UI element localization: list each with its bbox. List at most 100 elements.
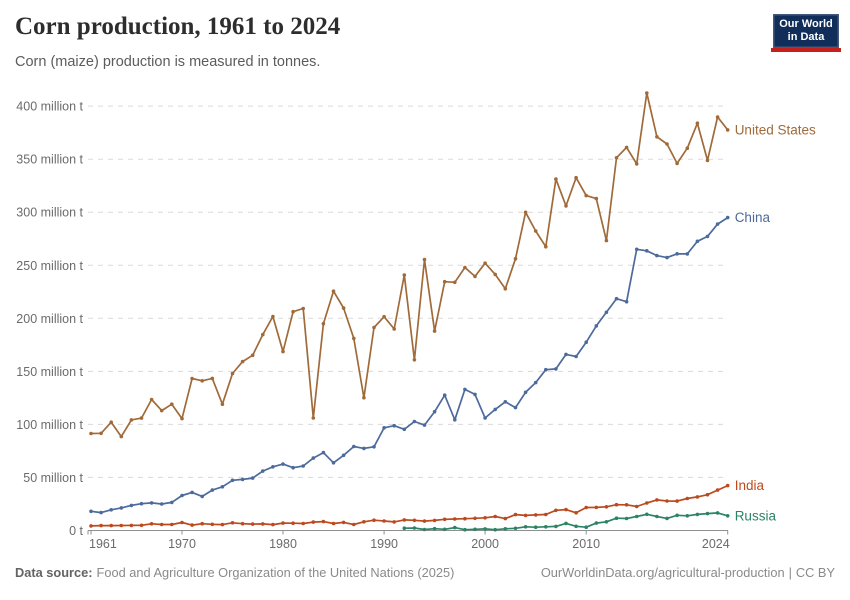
data-point-china xyxy=(89,509,93,514)
data-point-united-states xyxy=(715,115,720,119)
data-point-india xyxy=(392,520,397,524)
data-point-china xyxy=(645,249,649,253)
data-point-china xyxy=(230,478,235,483)
data-point-united-states xyxy=(442,279,447,284)
data-point-india xyxy=(402,518,407,522)
x-tick-label: 1970 xyxy=(168,537,196,551)
series-label-india[interactable]: India xyxy=(735,478,765,493)
data-point-china xyxy=(523,390,528,395)
license-text: CC BY xyxy=(795,565,835,580)
series-russia[interactable] xyxy=(402,511,730,532)
data-point-china xyxy=(725,215,730,220)
data-point-russia xyxy=(402,526,407,530)
data-point-united-states xyxy=(271,314,275,319)
data-point-china xyxy=(715,222,720,226)
data-point-china xyxy=(372,445,376,449)
data-point-india xyxy=(210,522,215,527)
data-point-china xyxy=(301,464,306,468)
series-line-india xyxy=(90,484,729,527)
y-tick-label: 50 million t xyxy=(23,471,83,485)
data-point-india xyxy=(544,512,548,517)
data-point-india xyxy=(240,521,245,526)
x-tick-label: 1980 xyxy=(269,537,297,551)
data-point-india xyxy=(483,516,487,520)
data-point-united-states xyxy=(533,229,538,233)
data-point-india xyxy=(412,518,417,523)
data-point-china xyxy=(594,324,599,328)
data-point-india xyxy=(533,513,538,517)
data-point-russia xyxy=(442,527,447,532)
data-point-united-states xyxy=(392,327,397,331)
data-point-russia xyxy=(705,511,710,516)
data-point-russia xyxy=(634,514,639,519)
data-point-india xyxy=(665,499,669,503)
data-point-united-states xyxy=(544,244,548,249)
data-point-china xyxy=(554,367,558,371)
data-point-united-states xyxy=(645,91,649,95)
data-point-united-states xyxy=(382,314,386,319)
data-point-russia xyxy=(624,516,629,521)
data-point-india xyxy=(109,523,113,528)
data-point-russia xyxy=(473,527,477,532)
data-point-russia xyxy=(533,525,538,529)
data-point-china xyxy=(513,405,518,410)
data-point-india xyxy=(513,512,518,517)
data-point-china xyxy=(109,508,113,512)
data-point-india xyxy=(432,518,437,523)
data-point-united-states xyxy=(301,306,306,311)
data-point-united-states xyxy=(331,289,336,294)
series-line-united-states xyxy=(90,92,729,438)
data-point-united-states xyxy=(311,416,316,420)
data-point-united-states xyxy=(170,402,174,407)
logo-line1: Our World xyxy=(779,18,833,30)
data-point-russia xyxy=(574,524,578,529)
data-point-united-states xyxy=(503,287,508,291)
data-point-united-states xyxy=(594,196,599,201)
credits-separator: | xyxy=(788,565,792,580)
owid-url-link[interactable]: OurWorldinData.org/agricultural-producti… xyxy=(540,565,785,580)
chart-title: Corn production, 1961 to 2024 xyxy=(15,13,341,40)
data-point-united-states xyxy=(220,402,225,407)
data-point-china xyxy=(432,409,437,414)
series-india[interactable] xyxy=(89,483,730,528)
data-point-china xyxy=(170,500,174,505)
series-united-states[interactable] xyxy=(89,91,730,439)
logo-line2: in Data xyxy=(787,30,825,43)
data-point-united-states xyxy=(564,204,568,208)
data-point-india xyxy=(645,501,649,505)
data-point-china xyxy=(665,255,669,260)
data-point-china xyxy=(544,367,548,372)
data-point-russia xyxy=(725,514,730,518)
data-point-china xyxy=(362,446,366,451)
data-point-china xyxy=(159,502,164,506)
owid-logo[interactable]: Our World in Data xyxy=(771,14,841,52)
y-tick-label: 300 million t xyxy=(16,206,83,220)
data-point-india xyxy=(604,505,609,509)
data-point-china xyxy=(190,490,194,495)
data-point-united-states xyxy=(705,158,710,163)
data-point-united-states xyxy=(725,128,730,132)
data-point-india xyxy=(655,498,659,502)
series-label-china[interactable]: China xyxy=(735,210,771,225)
data-point-india xyxy=(725,483,730,488)
data-point-united-states xyxy=(281,349,285,354)
data-point-china xyxy=(99,510,103,515)
data-point-china xyxy=(604,310,609,315)
data-source-label: Data source: xyxy=(15,565,93,580)
data-point-united-states xyxy=(584,193,588,198)
data-point-china xyxy=(240,477,245,482)
series-china[interactable] xyxy=(89,215,730,515)
data-point-india xyxy=(180,520,184,525)
data-point-india xyxy=(271,522,275,527)
data-point-china xyxy=(675,252,679,256)
series-label-russia[interactable]: Russia xyxy=(735,508,777,523)
data-point-china xyxy=(614,296,619,301)
series-label-united-states[interactable]: United States xyxy=(735,122,816,137)
data-point-united-states xyxy=(523,210,528,215)
logo-red-bar xyxy=(771,48,841,52)
data-point-united-states xyxy=(473,274,477,279)
data-point-china xyxy=(149,501,154,505)
data-point-china xyxy=(210,488,215,492)
